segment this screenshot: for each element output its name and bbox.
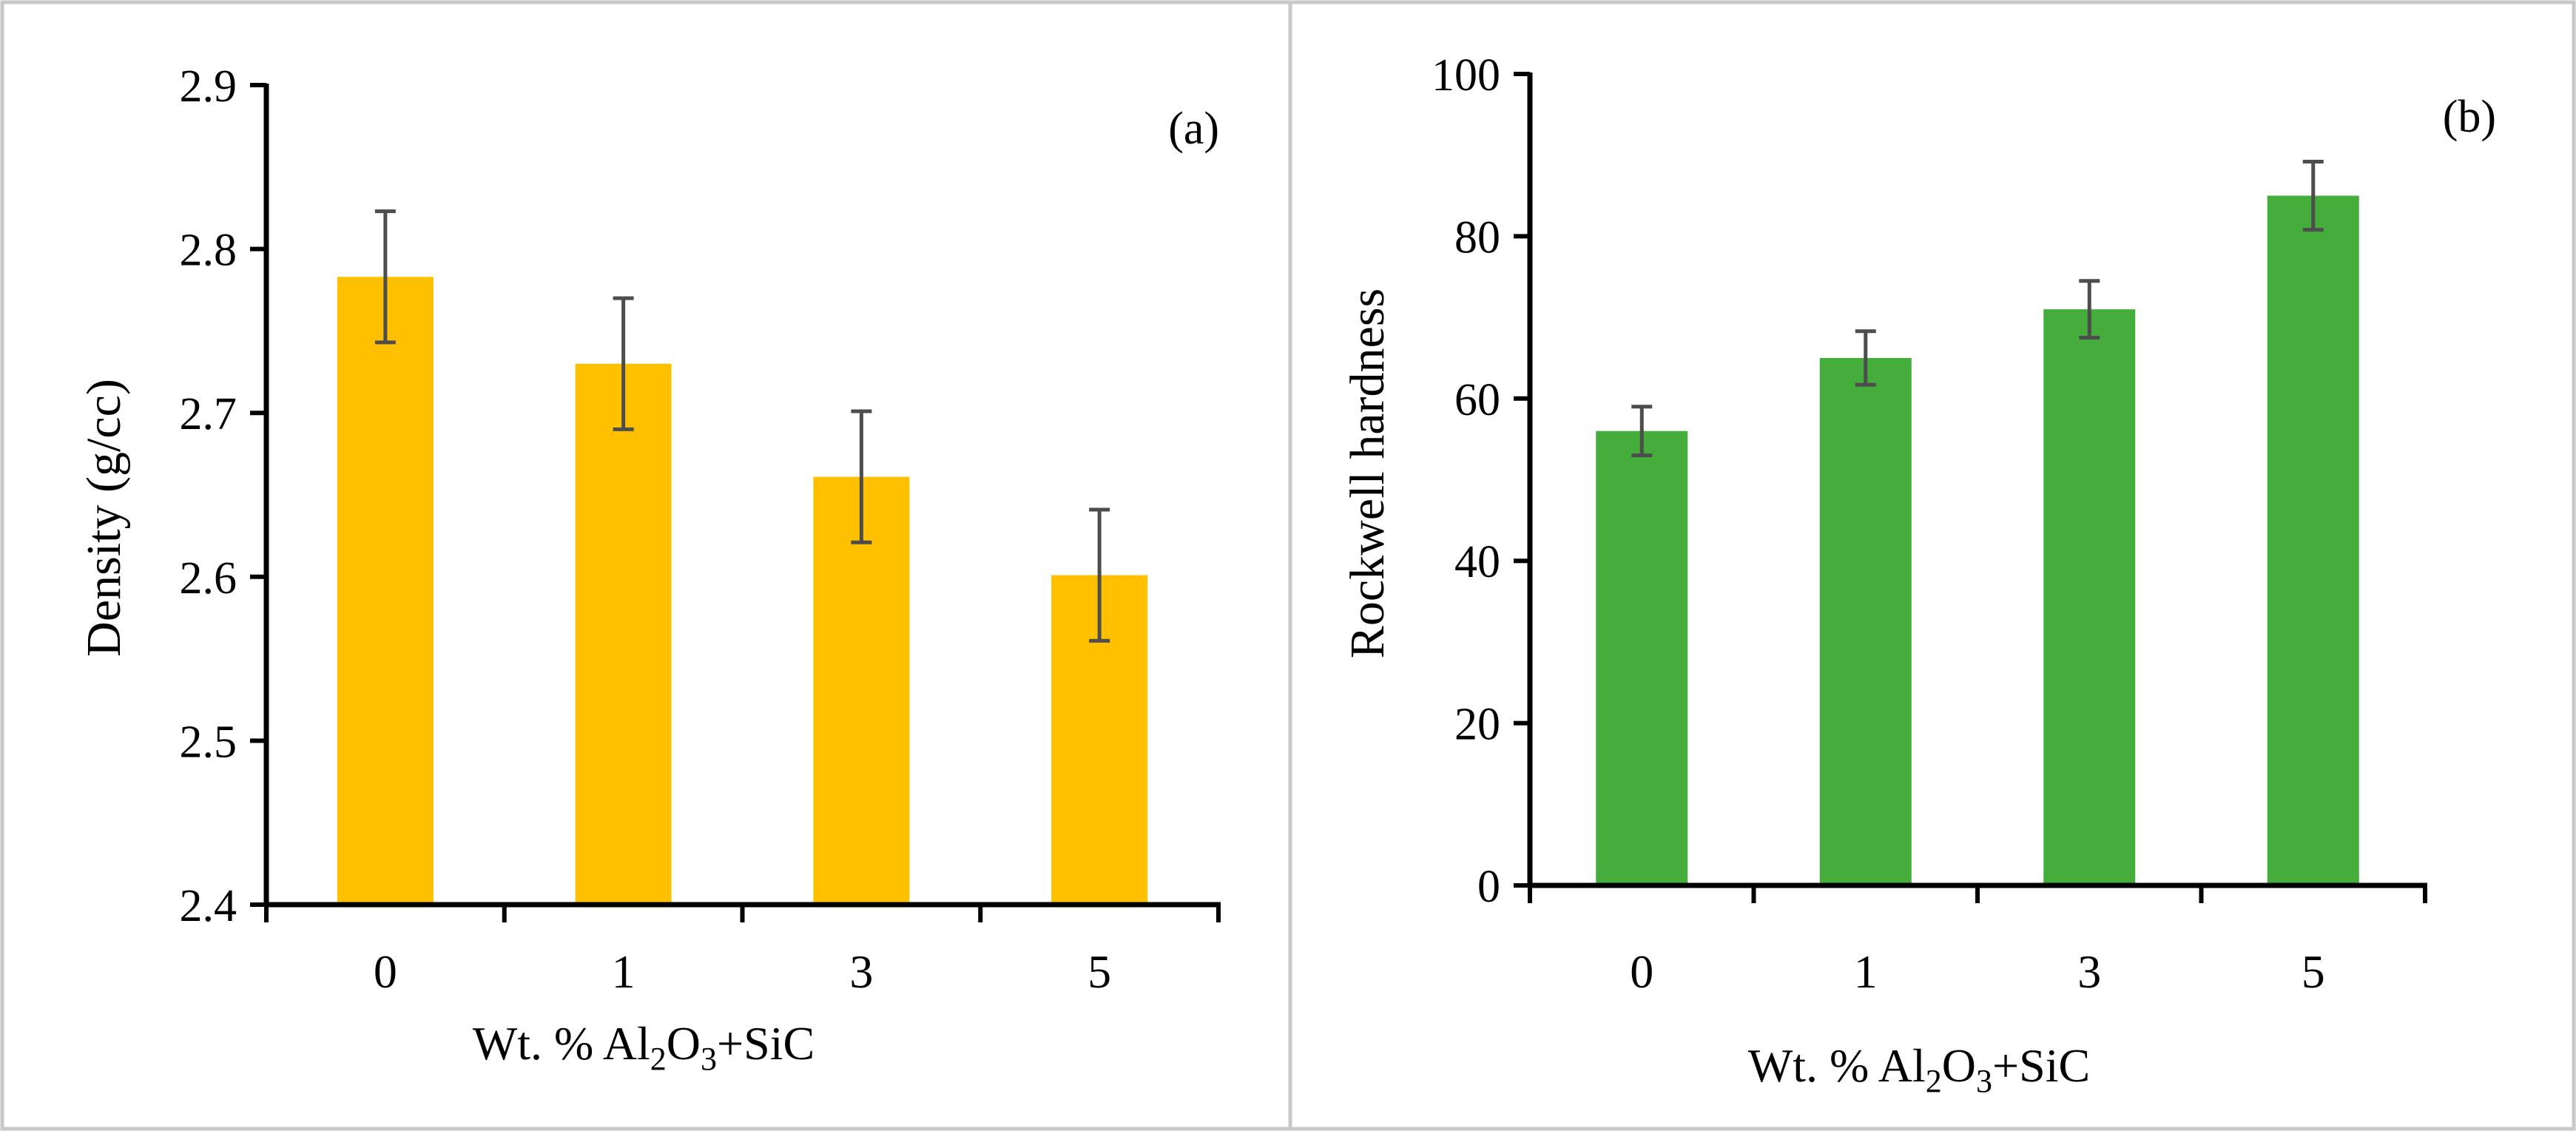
panel-a-error-bar-0 [374, 209, 396, 345]
panel-a-y-tick-label: 2.5 [180, 717, 237, 767]
panel-b-error-bar-1 [1855, 329, 1876, 387]
panel-b-y-tick-label: 20 [1454, 700, 1500, 750]
panel-b-error-bars [1631, 159, 2324, 458]
panel-b-y-tick-label: 0 [1477, 862, 1500, 912]
panel-b-bar-3 [2043, 309, 2136, 885]
panel-b-bar-1 [1819, 357, 1912, 885]
panel-b-axes [1514, 72, 2427, 903]
panel-b-x-tick-label: 1 [1854, 945, 1878, 998]
panel-b-y-tick-label: 100 [1432, 50, 1500, 101]
panel-a-x-tick-label: 1 [612, 945, 635, 998]
panel-a-error-bar-3 [851, 409, 872, 544]
panel-a-y-tick-label: 2.8 [180, 226, 237, 276]
panel-b-x-label-sub2: 3 [1976, 1063, 1992, 1099]
panel-b-x-label-sub1: 2 [1926, 1063, 1942, 1099]
panel-b-x-tick-labels: 0 1 3 5 [1630, 945, 2325, 998]
panel-a-error-bar-1 [613, 296, 634, 431]
panel-a-x-tick-label: 5 [1088, 945, 1111, 998]
panel-a-y-axis-label: Density (g/cc) [77, 379, 131, 657]
panel-b-error-bar-3 [2079, 279, 2100, 340]
panel-a-x-axis-label: Wt. % Al2O3+SiC [473, 1017, 815, 1077]
panel-b-error-bar-0 [1631, 405, 1653, 458]
panel-b-y-tick-label: 80 [1454, 212, 1500, 263]
panel-a-bar-1 [575, 363, 672, 905]
panel-a-y-tick-label: 2.9 [180, 61, 237, 112]
panel-a-y-tick-label: 2.4 [180, 881, 237, 931]
panel-a-bars [337, 277, 1148, 905]
panel-b-x-tick-label: 5 [2302, 945, 2325, 998]
panel-b-y-axis-label: Rockwell hardness [1341, 288, 1395, 658]
panel-a-chart: 2.4 2.5 2.6 2.7 2.8 2.9 0 1 3 5 (a) Density (g/c… [77, 61, 1221, 1077]
panel-a-error-bar-5 [1089, 507, 1110, 643]
panel-b-frame [1288, 0, 2576, 1131]
panel-a-y-tick-labels: 2.4 2.5 2.6 2.7 2.8 2.9 [180, 61, 237, 931]
panel-b-x-tick-label: 0 [1630, 945, 1653, 998]
panel-b-x-axis-label: Wt. % Al2O3+SiC [1748, 1039, 2090, 1099]
panel-a-x-tick-label: 3 [849, 945, 873, 998]
panel-a-x-tick-label: 0 [374, 945, 397, 998]
panel-b-bar-0 [1596, 431, 1688, 885]
panel-a-x-label-mid: O [667, 1017, 701, 1070]
panel-a-bar-3 [813, 476, 910, 905]
panel-b-y-tick-label: 60 [1454, 375, 1500, 425]
panel-a-x-label-suffix: +SiC [717, 1017, 815, 1070]
panel-b-label: (b) [2443, 92, 2496, 142]
panel-b-bar-5 [2267, 195, 2359, 885]
panel-a-x-label-prefix: Wt. % Al [473, 1017, 650, 1070]
panel-a-bar-0 [337, 277, 434, 905]
panel-b-x-tick-label: 3 [2077, 945, 2101, 998]
panel-a-x-label-sub1: 2 [650, 1041, 667, 1077]
panel-a-axes [250, 83, 1221, 922]
panel-b-error-bar-5 [2302, 159, 2324, 232]
panel-b-x-label-mid: O [1942, 1039, 1976, 1092]
panel-b-y-tick-labels: 0 20 40 60 80 100 [1432, 50, 1500, 912]
panel-a-error-bars [374, 209, 1110, 643]
panel-b-bars [1596, 195, 2359, 885]
panel-b-x-label-prefix: Wt. % Al [1748, 1039, 1926, 1092]
panel-a-x-label-sub2: 3 [701, 1041, 717, 1077]
panel-a-x-tick-labels: 0 1 3 5 [374, 945, 1111, 998]
panel-b-x-label-suffix: +SiC [1992, 1039, 2090, 1092]
panel-a-y-tick-label: 2.7 [180, 389, 237, 439]
panel-a-label: (a) [1168, 104, 1219, 154]
panel-b-y-tick-label: 40 [1454, 537, 1500, 587]
panel-a-y-tick-label: 2.6 [180, 553, 237, 604]
